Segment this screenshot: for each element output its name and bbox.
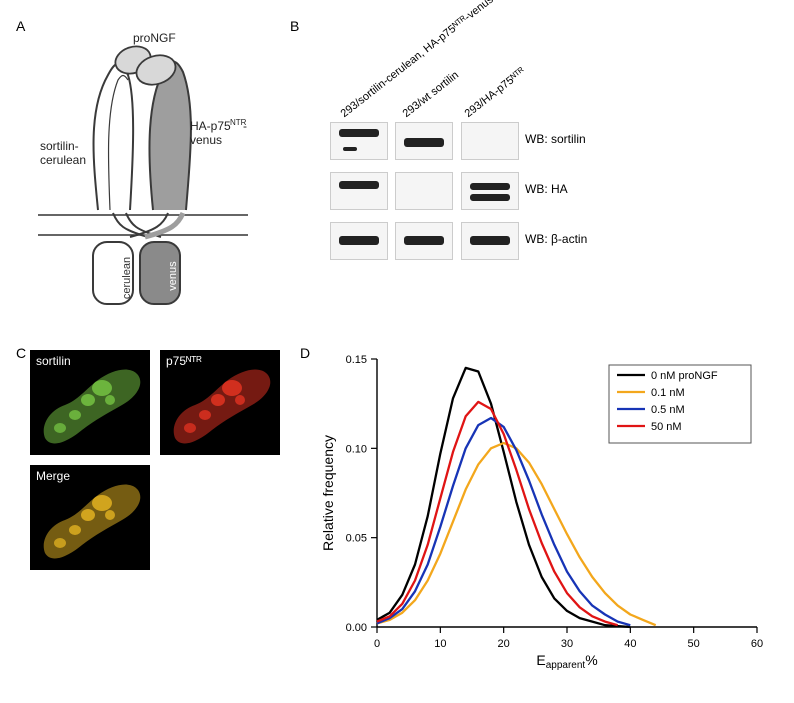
svg-text:0.05: 0.05 <box>346 533 367 545</box>
micrograph-p75ᴺᵀᴿ: p75ᴺᵀᴿ <box>160 350 280 455</box>
panel-label-b: B <box>290 18 299 34</box>
micrograph-label: sortilin <box>36 354 71 368</box>
panel-c-micrographs: sortilin p75ᴺᵀᴿ Merge <box>30 350 290 650</box>
row-label-actin: WB: β-actin <box>525 232 587 246</box>
panel-label-c: C <box>16 345 26 361</box>
svg-text:0: 0 <box>374 638 380 650</box>
svg-text:30: 30 <box>561 638 573 650</box>
panel-a-schematic: cerulean venus proNGF sortilin- cerulean… <box>38 30 248 330</box>
svg-text:0.5 nM: 0.5 nM <box>651 404 685 416</box>
panel-label-a: A <box>16 18 25 34</box>
lane-label-2: 293/wt sortilin <box>401 69 461 120</box>
lane-label-3: 293/HA-p75ᴺᵀᴿ <box>463 65 528 120</box>
svg-text:0 nM proNGF: 0 nM proNGF <box>651 370 718 382</box>
svg-text:50: 50 <box>688 638 700 650</box>
svg-text:cerulean: cerulean <box>121 257 133 299</box>
svg-text:60: 60 <box>751 638 763 650</box>
svg-text:Eapparent%: Eapparent% <box>536 652 597 671</box>
svg-text:20: 20 <box>498 638 510 650</box>
svg-text:venus: venus <box>190 133 222 147</box>
panel-d-chart: 0 10 20 30 40 50 60 0.00 0.05 0.10 0.15 Eapparent% R… <box>315 345 775 675</box>
svg-text:cerulean: cerulean <box>40 153 86 167</box>
svg-text:0.1 nM: 0.1 nM <box>651 387 685 399</box>
blot-row-actin <box>330 222 522 262</box>
panel-label-d: D <box>300 345 310 361</box>
svg-text:40: 40 <box>624 638 636 650</box>
row-label-sortilin: WB: sortilin <box>525 132 586 146</box>
panel-b-westernblot: 293/sortilin-cerulean, HA-p75ᴺᵀᴿ-venus 2… <box>300 10 740 280</box>
svg-text:-: - <box>243 119 247 133</box>
svg-text:0.15: 0.15 <box>346 354 367 366</box>
blot-row-sortilin <box>330 122 522 162</box>
micrograph-sortilin: sortilin <box>30 350 150 455</box>
svg-text:HA-p75: HA-p75 <box>190 119 231 133</box>
micrograph-label: Merge <box>36 469 70 483</box>
svg-text:sortilin-: sortilin- <box>40 139 79 153</box>
svg-text:0.10: 0.10 <box>346 443 367 455</box>
svg-text:Relative frequency: Relative frequency <box>320 435 336 551</box>
micrograph-label: p75ᴺᵀᴿ <box>166 354 202 368</box>
micrograph-merge: Merge <box>30 465 150 570</box>
svg-text:50 nM: 50 nM <box>651 421 682 433</box>
svg-text:10: 10 <box>434 638 446 650</box>
row-label-ha: WB: HA <box>525 182 568 196</box>
svg-text:proNGF: proNGF <box>133 31 176 45</box>
svg-text:0.00: 0.00 <box>346 622 367 634</box>
blot-row-ha <box>330 172 522 212</box>
svg-text:venus: venus <box>167 261 179 291</box>
